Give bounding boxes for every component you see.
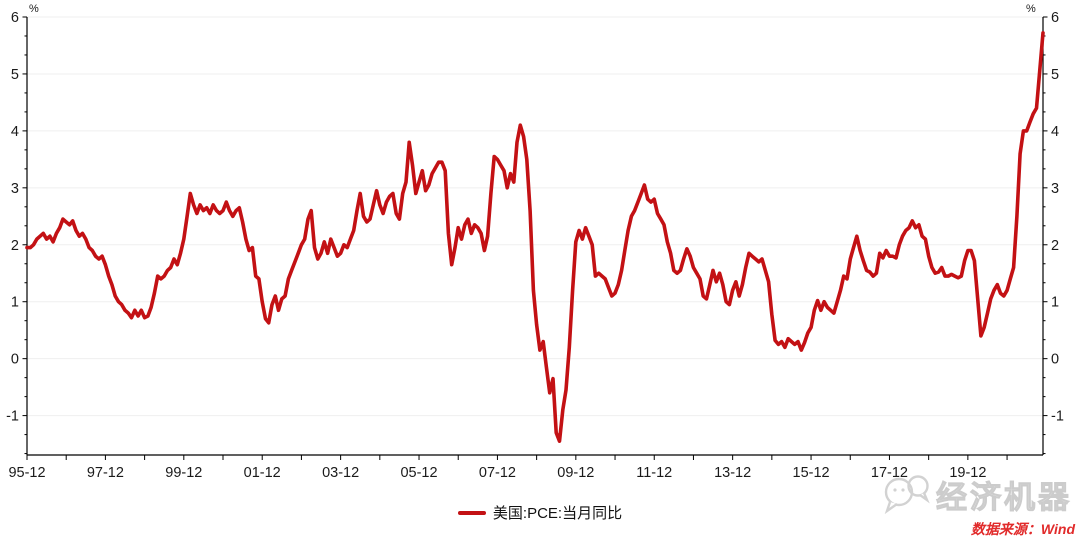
- y-axis-tick-label: 6: [1051, 10, 1059, 26]
- x-axis-tick-label: 99-12: [165, 465, 202, 481]
- x-axis-tick-label: 19-12: [949, 465, 986, 481]
- y-axis-tick-label: 4: [1051, 124, 1059, 140]
- data-source-note: 数据来源：Wind: [970, 521, 1075, 537]
- x-axis-tick-label: 07-12: [479, 465, 516, 481]
- y-axis-tick-label: 0: [11, 352, 19, 368]
- x-axis-tick-label: 15-12: [793, 465, 830, 481]
- y-axis-tick-label: 0: [1051, 352, 1059, 368]
- y-axis-tick-label: 5: [1051, 67, 1059, 83]
- y-axis-tick-label: 5: [11, 67, 19, 83]
- x-axis-tick-label: 01-12: [244, 465, 281, 481]
- y-axis-tick-label: -1: [1051, 409, 1064, 425]
- y-axis-tick-label: 4: [11, 124, 19, 140]
- y-axis-tick-label: 3: [1051, 181, 1059, 197]
- pce-series-line: [25, 31, 1045, 444]
- y-axis-tick-label: 1: [11, 295, 19, 311]
- x-axis-tick-label: 17-12: [871, 465, 908, 481]
- x-axis-tick-label: 13-12: [714, 465, 751, 481]
- x-axis-tick-label: 03-12: [322, 465, 359, 481]
- y-axis-tick-label: 6: [11, 10, 19, 26]
- legend-line-swatch: [457, 510, 486, 515]
- x-axis-tick-label: 11-12: [636, 465, 672, 481]
- x-axis-tick-label: 95-12: [8, 465, 45, 481]
- x-axis-tick-label: 97-12: [87, 465, 124, 481]
- y-axis-tick-label: 2: [11, 238, 19, 254]
- x-axis-tick-label: 05-12: [400, 465, 437, 481]
- y-axis-tick-label: -1: [6, 409, 19, 425]
- legend: 美国:PCE:当月同比: [0, 502, 1080, 523]
- y-axis-unit-left: %: [29, 3, 39, 15]
- y-axis-tick-label: 2: [1051, 238, 1059, 254]
- y-axis-tick-label: 1: [1051, 295, 1059, 311]
- x-axis-tick-label: 09-12: [557, 465, 594, 481]
- legend-label: 美国:PCE:当月同比: [492, 505, 623, 522]
- y-axis-tick-label: 3: [11, 181, 19, 197]
- y-axis-unit-right: %: [1026, 3, 1036, 15]
